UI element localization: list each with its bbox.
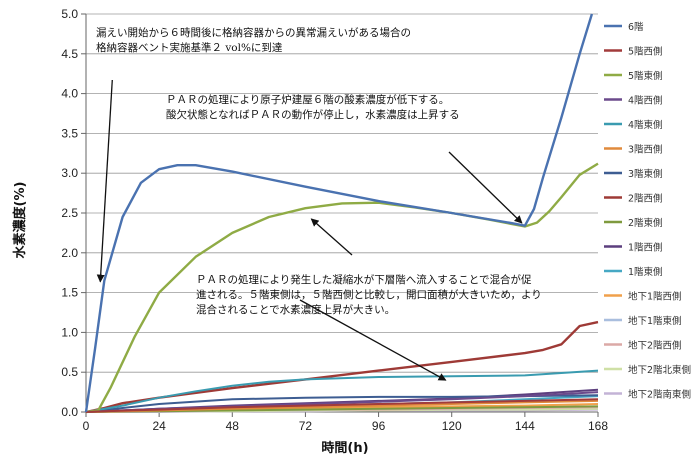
annotation-text: ＰＡＲの処理により原子炉建屋６階の酸素濃度が低下する。	[166, 93, 449, 106]
legend-item-label: 3階東側	[628, 168, 663, 180]
y-tick-label: 3.0	[61, 166, 78, 180]
y-axis-label: 水素濃度(%)	[12, 182, 28, 259]
annotation-arrow	[448, 151, 523, 224]
legend-item-label: 1階西側	[628, 242, 663, 254]
legend-item-label: 1階東側	[628, 266, 663, 278]
annotation-text: 混合されることで水素濃度上昇が大きい。	[196, 303, 395, 316]
y-tick-label: 1.0	[61, 325, 78, 339]
legend-item-label: 5階西側	[628, 46, 663, 58]
y-tick-label: 2.0	[61, 246, 78, 260]
legend-item-label: 4階東側	[628, 119, 663, 131]
x-tick-label: 24	[152, 419, 166, 433]
annotation-text: 酸欠状態となればＰＡＲの動作が停止し，水素濃度は上昇する	[166, 108, 460, 121]
x-tick-label: 48	[226, 419, 240, 433]
annotation-text: 格納容器ベント実施基準２ vol%に到達	[96, 41, 283, 54]
legend-item-label: 地下2階南東側	[628, 389, 691, 401]
legend-item-label: 地下2階北東側	[628, 364, 691, 376]
x-tick-label: 72	[299, 419, 313, 433]
legend-item-label: 2階西側	[628, 193, 663, 205]
series-line-0	[84, 13, 594, 413]
x-tick-label: 0	[83, 419, 90, 433]
y-tick-label: 0.5	[61, 365, 78, 379]
y-tick-label: 4.5	[61, 47, 78, 61]
series-line-2	[85, 162, 599, 414]
legend-item-label: 2階東側	[628, 217, 663, 229]
annotations: 漏えい開始から６時間後に格納容器からの異常漏えいがある場合の格納容器ベント実施基…	[96, 26, 542, 316]
legend-item-label: 5階東側	[628, 70, 663, 82]
x-axis-label: 時間(h)	[321, 440, 368, 456]
annotation-arrows	[96, 79, 523, 381]
series-line-4	[85, 369, 599, 413]
legend-item-label: 6階	[628, 22, 644, 33]
annotation-arrow	[96, 79, 113, 283]
annotation-text: ＰＡＲの処理により発生した凝縮水が下層階へ流入することで混合が促	[196, 273, 532, 286]
grid-lines	[86, 13, 598, 413]
y-tick-label: 0.0	[61, 405, 78, 419]
series-line-7	[85, 320, 599, 414]
legend: 6階 5階西側 5階東側 4階西側 4階東側 3階西側 3階東側 2階西側 2階東側 1階西側 1階…	[604, 22, 691, 401]
x-tick-label: 168	[588, 419, 608, 433]
x-tick-label: 120	[442, 419, 462, 433]
annotation-arrow	[310, 218, 353, 256]
legend-item-label: 地下2階西側	[628, 340, 682, 352]
legend-item-label: 地下1階東側	[628, 315, 682, 327]
y-tick-label: 2.5	[61, 206, 78, 220]
series-lines	[84, 13, 599, 414]
x-tick-label: 144	[515, 419, 535, 433]
y-tick-label: 4.0	[61, 87, 78, 101]
legend-item-label: 3階西側	[628, 144, 663, 156]
annotation-text: 漏えい開始から６時間後に格納容器からの異常漏えいがある場合の	[96, 26, 411, 39]
axes: 0.0 0.5 1.0 1.5 2.0 2.5 3.0 3.5 4.0 4.5 5.0 0 24 48 72…	[61, 7, 608, 433]
series-line-1	[85, 398, 599, 413]
annotation-text: 進される。５階東側は，５階西側と比較し，開口面積が大きいため，より	[196, 288, 542, 301]
y-tick-label: 5.0	[61, 7, 78, 21]
annotation-arrow	[299, 299, 447, 381]
legend-item-label: 4階西側	[628, 95, 663, 107]
x-tick-label: 96	[372, 419, 386, 433]
legend-item-label: 地下1階西側	[628, 291, 682, 303]
y-tick-label: 3.5	[61, 126, 78, 140]
y-tick-label: 1.5	[61, 286, 78, 300]
